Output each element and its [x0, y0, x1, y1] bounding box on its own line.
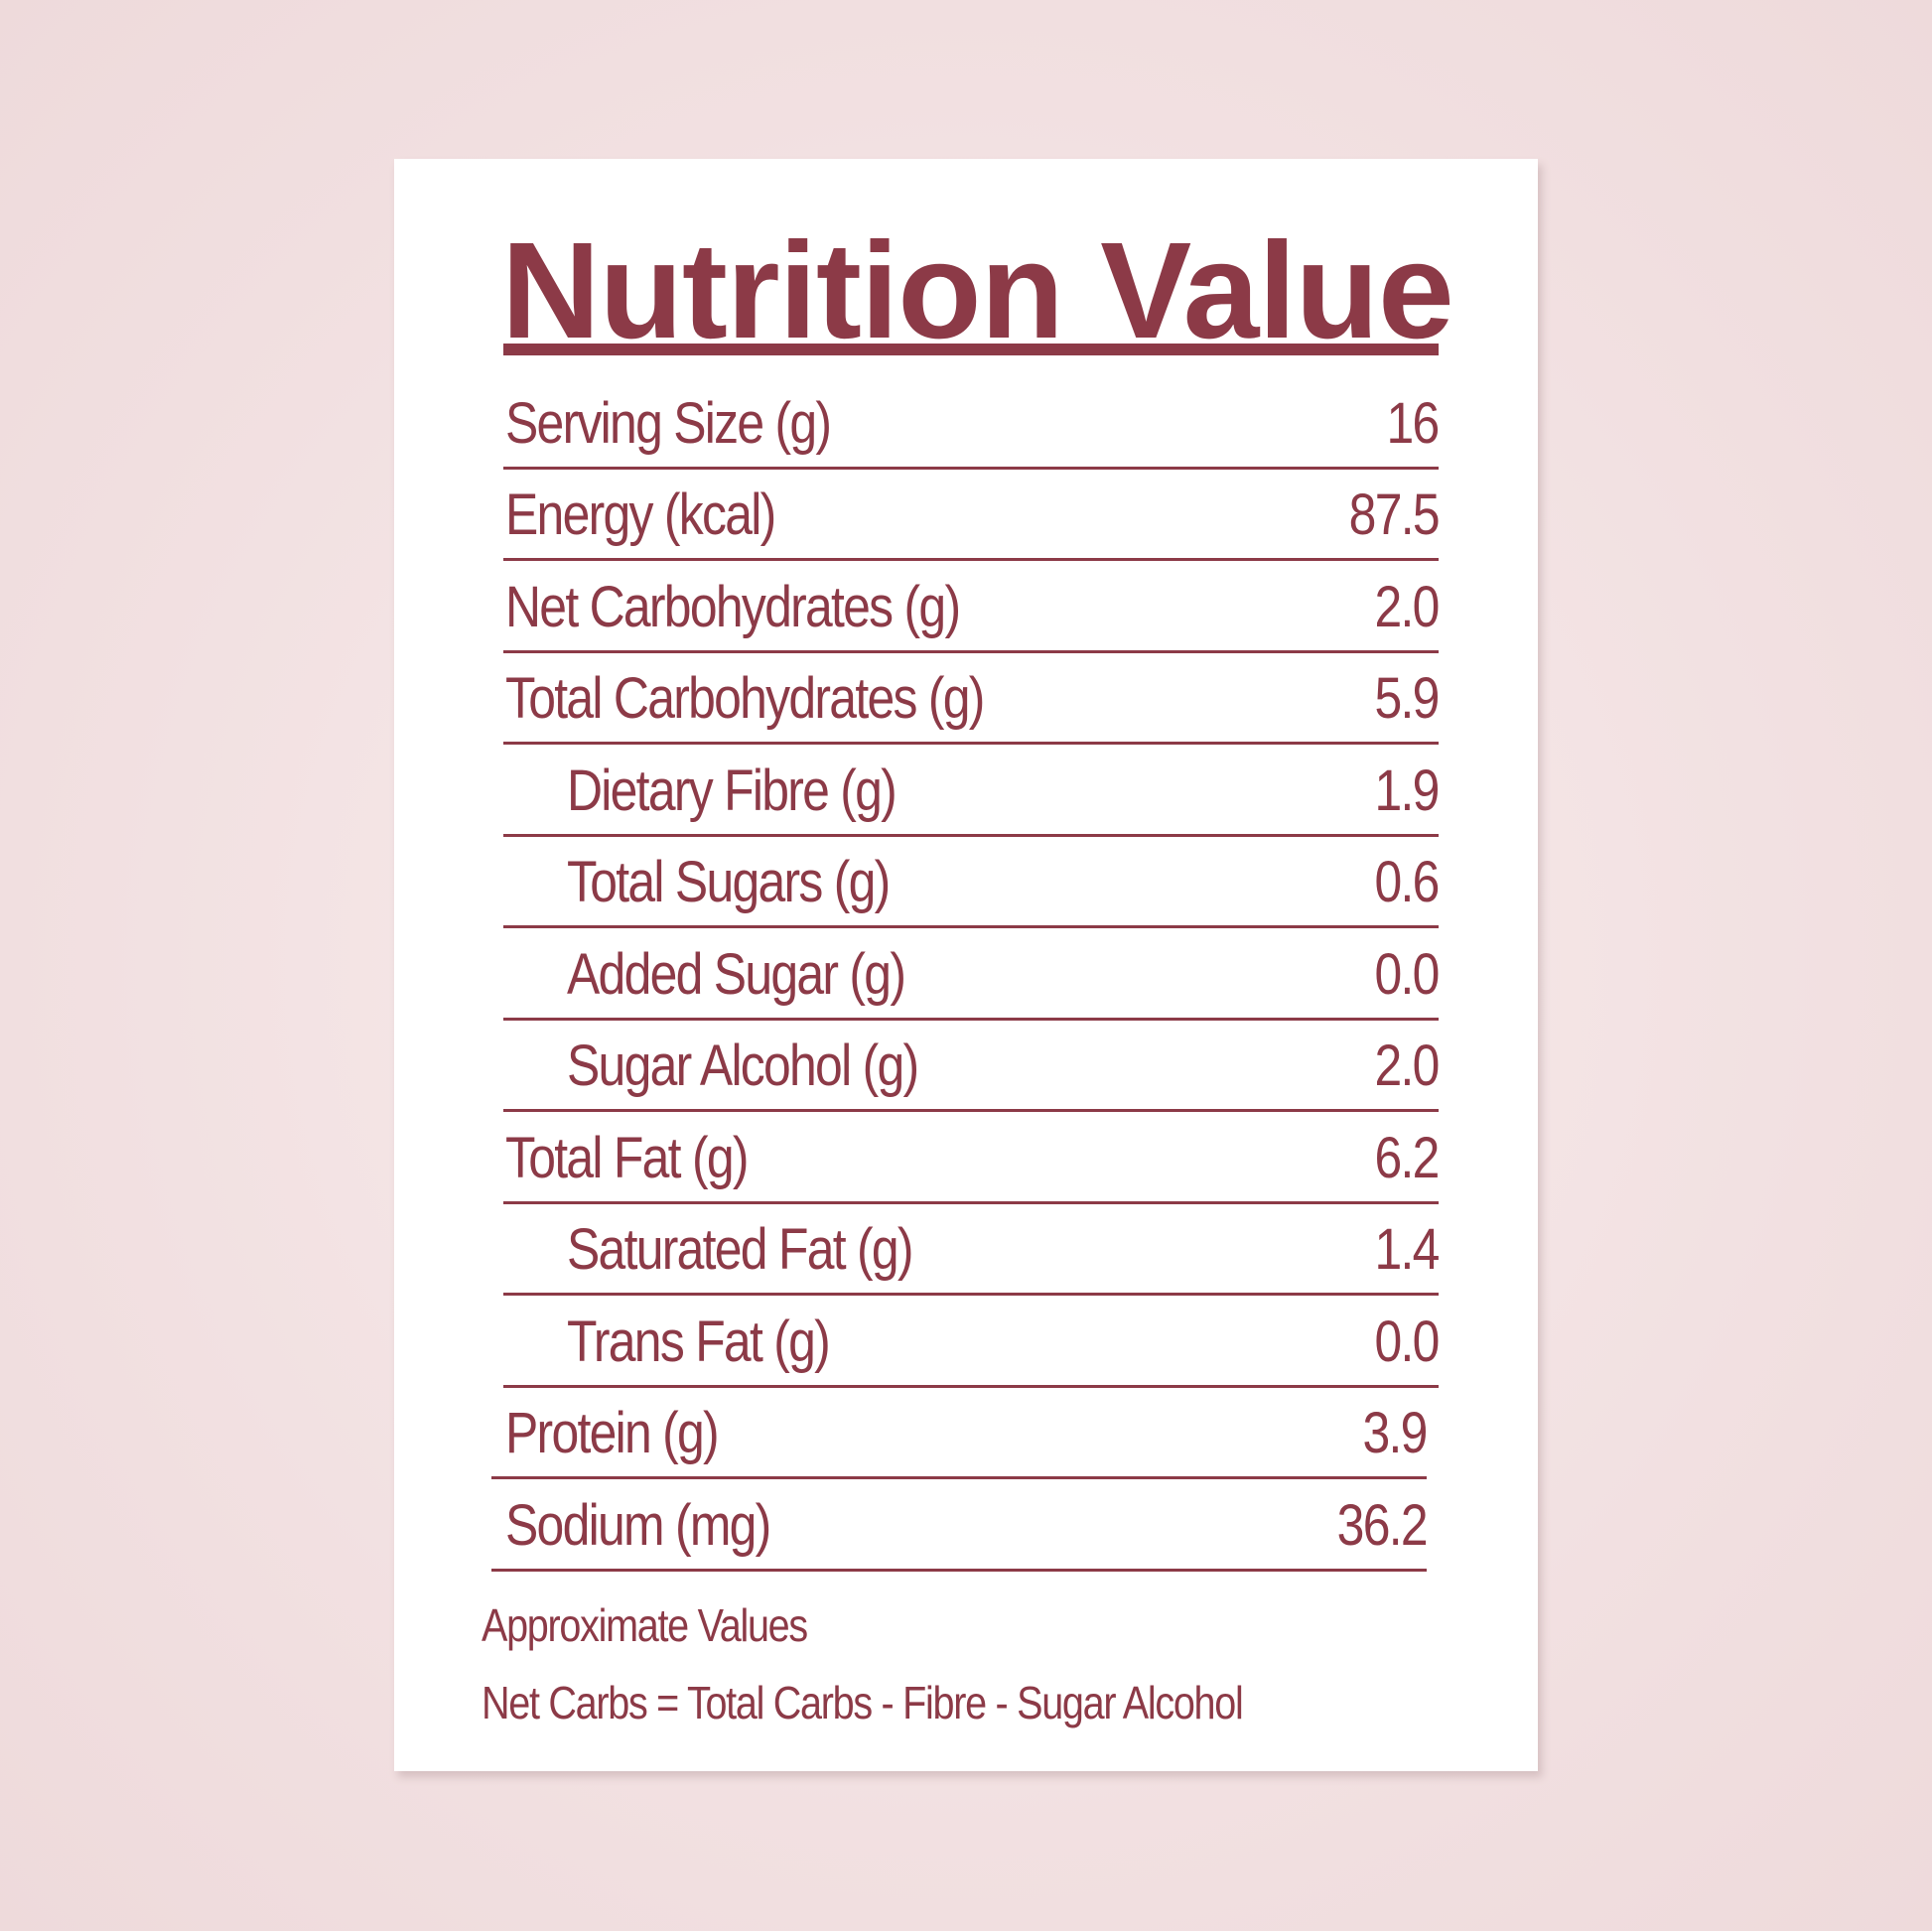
row-label: Protein (g) — [505, 1401, 720, 1465]
row-value: 5.9 — [1374, 666, 1441, 731]
row-label: Sugar Alcohol (g) — [567, 1034, 919, 1098]
row-sodium: Sodium (mg) 36.2 — [491, 1479, 1429, 1572]
row-protein: Protein (g) 3.9 — [491, 1388, 1429, 1479]
row-trans-fat: Trans Fat (g) 0.0 — [503, 1296, 1441, 1388]
row-label: Net Carbohydrates (g) — [505, 574, 961, 639]
row-label: Serving Size (g) — [505, 390, 832, 456]
row-label: Total Carbohydrates (g) — [505, 666, 985, 731]
row-value: 36.2 — [1336, 1492, 1429, 1558]
title-divider — [503, 344, 1439, 355]
row-value: 6.2 — [1374, 1125, 1441, 1190]
row-value: 87.5 — [1348, 483, 1441, 547]
nutrition-title: Nutrition Value — [501, 214, 1454, 367]
row-value: 16 — [1386, 390, 1441, 456]
row-energy: Energy (kcal) 87.5 — [503, 470, 1441, 561]
row-label: Saturated Fat (g) — [567, 1217, 914, 1282]
row-value: 1.4 — [1374, 1217, 1441, 1282]
row-sugar-alcohol: Sugar Alcohol (g) 2.0 — [503, 1021, 1441, 1112]
row-label: Added Sugar (g) — [567, 941, 906, 1007]
row-label: Energy (kcal) — [505, 483, 776, 547]
row-total-carbohydrates: Total Carbohydrates (g) 5.9 — [503, 653, 1441, 745]
row-value: 0.0 — [1374, 941, 1441, 1007]
row-value: 2.0 — [1374, 574, 1441, 639]
row-label: Total Sugars (g) — [567, 850, 891, 914]
row-total-sugars: Total Sugars (g) 0.6 — [503, 837, 1441, 928]
nutrition-table: Serving Size (g) 16 Energy (kcal) 87.5 N… — [491, 377, 1441, 1572]
row-label: Dietary Fibre (g) — [567, 758, 897, 823]
row-dietary-fibre: Dietary Fibre (g) 1.9 — [503, 745, 1441, 837]
row-total-fat: Total Fat (g) 6.2 — [503, 1112, 1441, 1204]
nutrition-card: Nutrition Value Serving Size (g) 16 Ener… — [394, 159, 1538, 1771]
approximate-values-note: Approximate Values — [482, 1599, 808, 1651]
row-value: 0.6 — [1374, 850, 1441, 914]
row-value: 0.0 — [1374, 1309, 1441, 1374]
row-label: Trans Fat (g) — [567, 1309, 831, 1374]
row-value: 1.9 — [1374, 758, 1441, 823]
row-label: Total Fat (g) — [505, 1125, 749, 1190]
row-saturated-fat: Saturated Fat (g) 1.4 — [503, 1204, 1441, 1296]
row-added-sugar: Added Sugar (g) 0.0 — [503, 928, 1441, 1021]
net-carbs-formula-note: Net Carbs = Total Carbs - Fibre - Sugar … — [482, 1677, 1244, 1728]
row-value: 2.0 — [1374, 1034, 1441, 1098]
row-net-carbohydrates: Net Carbohydrates (g) 2.0 — [503, 561, 1441, 653]
row-value: 3.9 — [1362, 1401, 1429, 1465]
row-serving-size: Serving Size (g) 16 — [503, 377, 1441, 470]
row-label: Sodium (mg) — [505, 1492, 771, 1558]
